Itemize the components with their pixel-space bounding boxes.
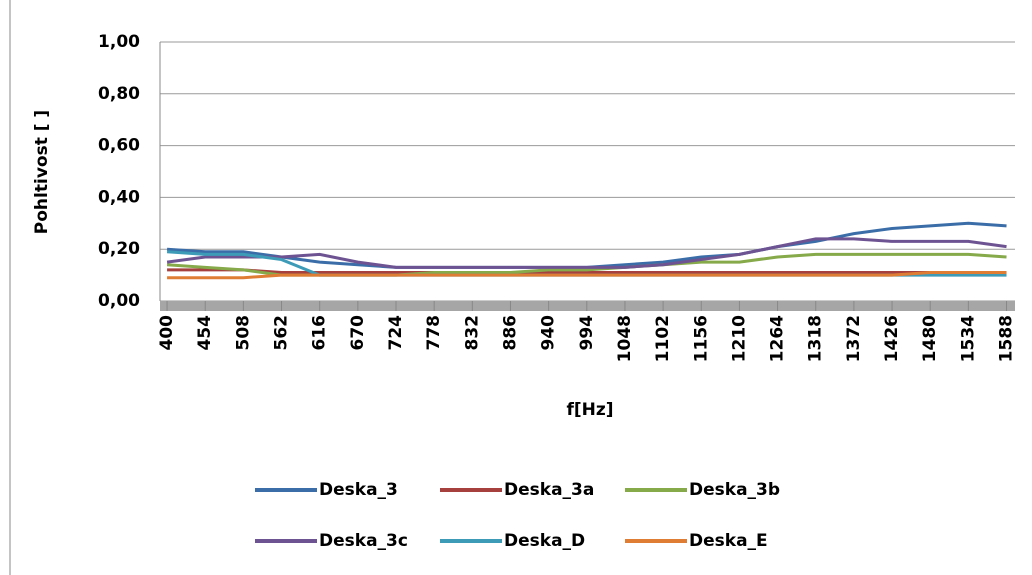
x-tick-label: 1048 (615, 315, 635, 362)
x-tick-label: 886 (500, 315, 520, 351)
x-tick-label: 454 (195, 315, 215, 351)
y-tick-label: 0,40 (98, 187, 140, 207)
x-tick-label: 1480 (920, 315, 940, 362)
x-tick-label: 1372 (844, 315, 864, 362)
series-line (167, 271, 1007, 280)
y-axis-label: Pohltivost [ ] (32, 110, 52, 234)
legend-label: Deska_3b (689, 480, 780, 500)
x-tick-label: 562 (272, 315, 292, 351)
x-tick-label: 400 (157, 315, 177, 351)
x-tick-label: 994 (577, 315, 597, 351)
x-tick-label: 778 (424, 315, 444, 351)
y-tick-label: 0,60 (98, 136, 140, 156)
x-axis-label: f[Hz] (566, 400, 613, 420)
x-axis-band (160, 301, 1015, 311)
series-line (166, 221, 1007, 269)
x-tick-label: 1588 (997, 315, 1017, 362)
x-tick-label: 940 (539, 315, 559, 351)
x-tick-label: 724 (386, 315, 406, 351)
y-tick-label: 0,20 (98, 239, 140, 259)
legend-label: Deska_E (689, 531, 768, 551)
x-tick-label: 1264 (768, 315, 788, 362)
x-tick-label: 1426 (882, 315, 902, 362)
x-tick-label: 1156 (691, 315, 711, 362)
legend-label: Deska_3 (319, 480, 398, 500)
series-line (166, 237, 1007, 269)
x-tick-label: 832 (462, 315, 482, 351)
x-tick-label: 508 (233, 315, 253, 351)
x-tick-label: 1102 (653, 315, 673, 362)
x-tick-label: 670 (348, 315, 368, 351)
x-tick-label: 1534 (958, 315, 978, 362)
x-tick-label: 1318 (806, 315, 826, 362)
x-tick-label: 1210 (729, 315, 749, 362)
series-line (167, 268, 1007, 275)
y-tick-label: 0,80 (98, 84, 140, 104)
x-tick-label: 616 (310, 315, 330, 351)
legend-label: Deska_3a (504, 480, 594, 500)
y-tick-label: 0,00 (98, 291, 140, 311)
y-tick-label: 1,00 (98, 32, 140, 52)
legend-label: Deska_D (504, 531, 585, 551)
legend-label: Deska_3c (319, 531, 408, 551)
